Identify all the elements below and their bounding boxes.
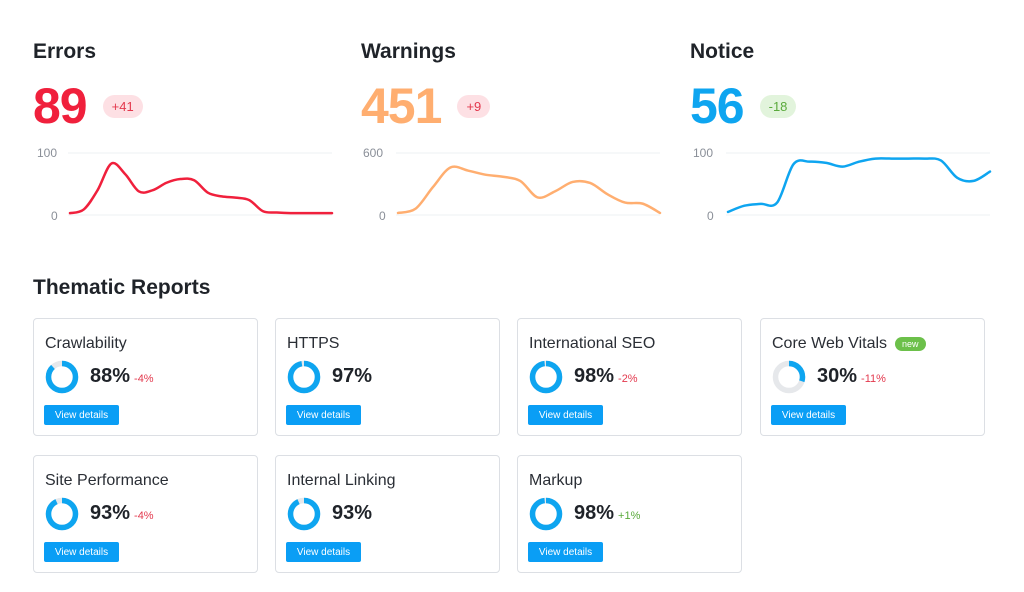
report-card-internal-linking: Internal Linking 93% View details <box>275 455 500 573</box>
donut-chart <box>287 360 321 394</box>
metric-warnings: Warnings 451 +9 <box>361 40 661 134</box>
card-percentage: 98% +1% <box>574 502 640 525</box>
metric-notice: Notice 56 -18 <box>690 40 990 134</box>
section-title: Thematic Reports <box>33 276 211 299</box>
report-card-core-web-vitals: Core Web Vitals new 30% -11% View details <box>760 318 985 436</box>
metric-title: Errors <box>33 40 97 63</box>
new-badge: new <box>895 337 926 351</box>
donut-fill <box>287 360 321 394</box>
card-change: -2% <box>618 373 638 385</box>
errors-line <box>68 161 334 215</box>
view-details-button[interactable]: View details <box>44 405 119 425</box>
card-change: -11% <box>861 373 886 385</box>
axis-label-bottom: 0 <box>707 209 714 223</box>
card-change: +1% <box>618 510 641 522</box>
donut-chart <box>772 360 806 394</box>
donut-chart <box>529 360 563 394</box>
card-percentage-value: 97% <box>332 365 373 387</box>
card-title-text: International SEO <box>529 335 656 352</box>
card-percentage-value: 98% <box>574 502 615 524</box>
card-percentage: 93% -4% <box>90 502 154 525</box>
axis-label-bottom: 0 <box>379 209 386 223</box>
view-details-button[interactable]: View details <box>44 542 119 562</box>
card-change: -4% <box>134 373 154 385</box>
card-percentage-value: 88% <box>90 365 131 387</box>
axis-label-bottom: 0 <box>51 209 58 223</box>
notice-sparkline: 100 0 <box>693 146 992 223</box>
report-card-https: HTTPS 97% View details <box>275 318 500 436</box>
card-percentage: 88% -4% <box>90 365 154 388</box>
card-title: Internal Linking <box>287 472 396 490</box>
donut-fill <box>772 360 806 394</box>
warnings-line <box>396 165 662 215</box>
report-card-international-seo: International SEO 98% -2% View details <box>517 318 742 436</box>
report-card-crawlability: Crawlability 88% -4% View details <box>33 318 258 436</box>
errors-sparkline: 100 0 <box>37 146 334 223</box>
axis-label-top: 600 <box>363 146 383 160</box>
card-title: Markup <box>529 472 582 490</box>
donut-chart <box>45 360 79 394</box>
card-title: HTTPS <box>287 335 339 353</box>
card-title-text: Markup <box>529 472 583 489</box>
notice-line <box>726 157 992 214</box>
card-title: Crawlability <box>45 335 127 353</box>
card-percentage: 93% <box>332 502 376 525</box>
view-details-button[interactable]: View details <box>286 405 361 425</box>
donut-chart <box>529 497 563 531</box>
metric-row: 56 -18 <box>690 78 990 134</box>
view-details-button[interactable]: View details <box>528 405 603 425</box>
donut-chart <box>287 497 321 531</box>
donut-fill <box>529 360 563 394</box>
report-card-site-performance: Site Performance 93% -4% View details <box>33 455 258 573</box>
card-title-text: Crawlability <box>45 335 127 352</box>
donut-fill <box>529 497 563 531</box>
metric-value: 451 <box>361 78 442 134</box>
card-percentage: 97% <box>332 365 376 388</box>
card-percentage-value: 30% <box>817 365 858 387</box>
view-details-button[interactable]: View details <box>528 542 603 562</box>
card-change: -4% <box>134 510 154 522</box>
card-title: Core Web Vitals new <box>772 335 926 353</box>
warnings-sparkline: 600 0 <box>363 146 662 223</box>
card-percentage: 98% -2% <box>574 365 638 388</box>
card-percentage: 30% -11% <box>817 365 886 388</box>
card-percentage-value: 93% <box>332 502 373 524</box>
card-title: International SEO <box>529 335 655 353</box>
metric-value: 56 <box>690 78 745 134</box>
metric-delta-badge: -18 <box>759 94 797 118</box>
card-title: Site Performance <box>45 472 169 490</box>
report-card-markup: Markup 98% +1% View details <box>517 455 742 573</box>
axis-label-top: 100 <box>693 146 713 160</box>
metric-delta-badge: +9 <box>457 94 491 118</box>
metric-title: Warnings <box>361 40 456 63</box>
card-percentage-value: 93% <box>90 502 131 524</box>
metric-value: 89 <box>33 78 88 134</box>
axis-label-top: 100 <box>37 146 57 160</box>
donut-fill <box>45 497 79 531</box>
view-details-button[interactable]: View details <box>286 542 361 562</box>
metric-title: Notice <box>690 40 755 63</box>
card-percentage-value: 98% <box>574 365 615 387</box>
card-title-text: Internal Linking <box>287 472 396 489</box>
donut-fill <box>45 360 79 394</box>
card-title-text: Site Performance <box>45 472 169 489</box>
card-title-text: HTTPS <box>287 335 340 352</box>
donut-fill <box>287 497 321 531</box>
card-title-text: Core Web Vitals <box>772 335 888 352</box>
view-details-button[interactable]: View details <box>771 405 846 425</box>
donut-chart <box>45 497 79 531</box>
metric-errors: Errors 89 +41 <box>33 40 333 134</box>
metric-row: 451 +9 <box>361 78 661 134</box>
metric-row: 89 +41 <box>33 78 333 134</box>
metric-delta-badge: +41 <box>102 94 143 118</box>
